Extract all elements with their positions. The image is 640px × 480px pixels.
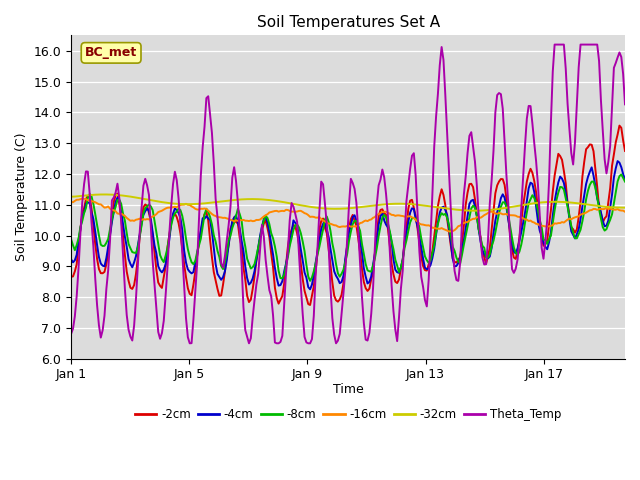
Y-axis label: Soil Temperature (C): Soil Temperature (C) [15,133,28,261]
Title: Soil Temperatures Set A: Soil Temperatures Set A [257,15,440,30]
X-axis label: Time: Time [333,383,364,396]
Legend: -2cm, -4cm, -8cm, -16cm, -32cm, Theta_Temp: -2cm, -4cm, -8cm, -16cm, -32cm, Theta_Te… [131,403,566,426]
Text: BC_met: BC_met [85,47,137,60]
